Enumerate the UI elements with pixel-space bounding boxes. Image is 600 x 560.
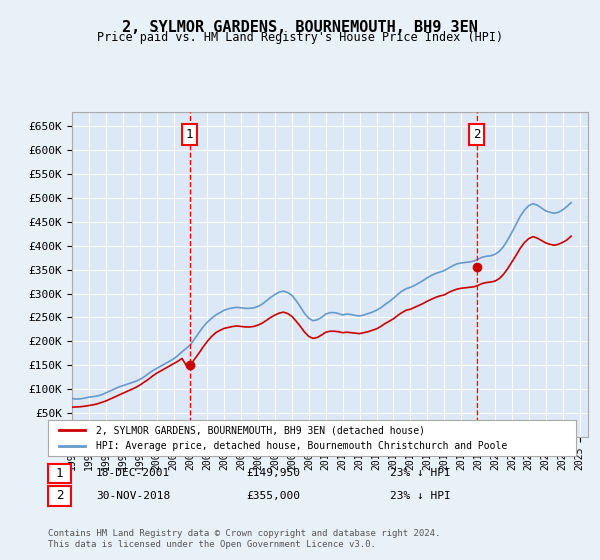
- Text: 1: 1: [56, 467, 63, 480]
- Text: £355,000: £355,000: [246, 491, 300, 501]
- Text: HPI: Average price, detached house, Bournemouth Christchurch and Poole: HPI: Average price, detached house, Bour…: [95, 441, 507, 451]
- Text: 2, SYLMOR GARDENS, BOURNEMOUTH, BH9 3EN (detached house): 2, SYLMOR GARDENS, BOURNEMOUTH, BH9 3EN …: [95, 425, 425, 435]
- Text: 2, SYLMOR GARDENS, BOURNEMOUTH, BH9 3EN: 2, SYLMOR GARDENS, BOURNEMOUTH, BH9 3EN: [122, 20, 478, 35]
- Text: 18-DEC-2001: 18-DEC-2001: [96, 468, 170, 478]
- Text: 1: 1: [186, 128, 193, 141]
- Text: Contains HM Land Registry data © Crown copyright and database right 2024.
This d: Contains HM Land Registry data © Crown c…: [48, 529, 440, 549]
- Text: 23% ↓ HPI: 23% ↓ HPI: [390, 468, 451, 478]
- Text: £149,950: £149,950: [246, 468, 300, 478]
- Text: 30-NOV-2018: 30-NOV-2018: [96, 491, 170, 501]
- Text: 2: 2: [473, 128, 481, 141]
- Text: Price paid vs. HM Land Registry's House Price Index (HPI): Price paid vs. HM Land Registry's House …: [97, 31, 503, 44]
- Text: 2: 2: [56, 489, 63, 502]
- Text: 23% ↓ HPI: 23% ↓ HPI: [390, 491, 451, 501]
